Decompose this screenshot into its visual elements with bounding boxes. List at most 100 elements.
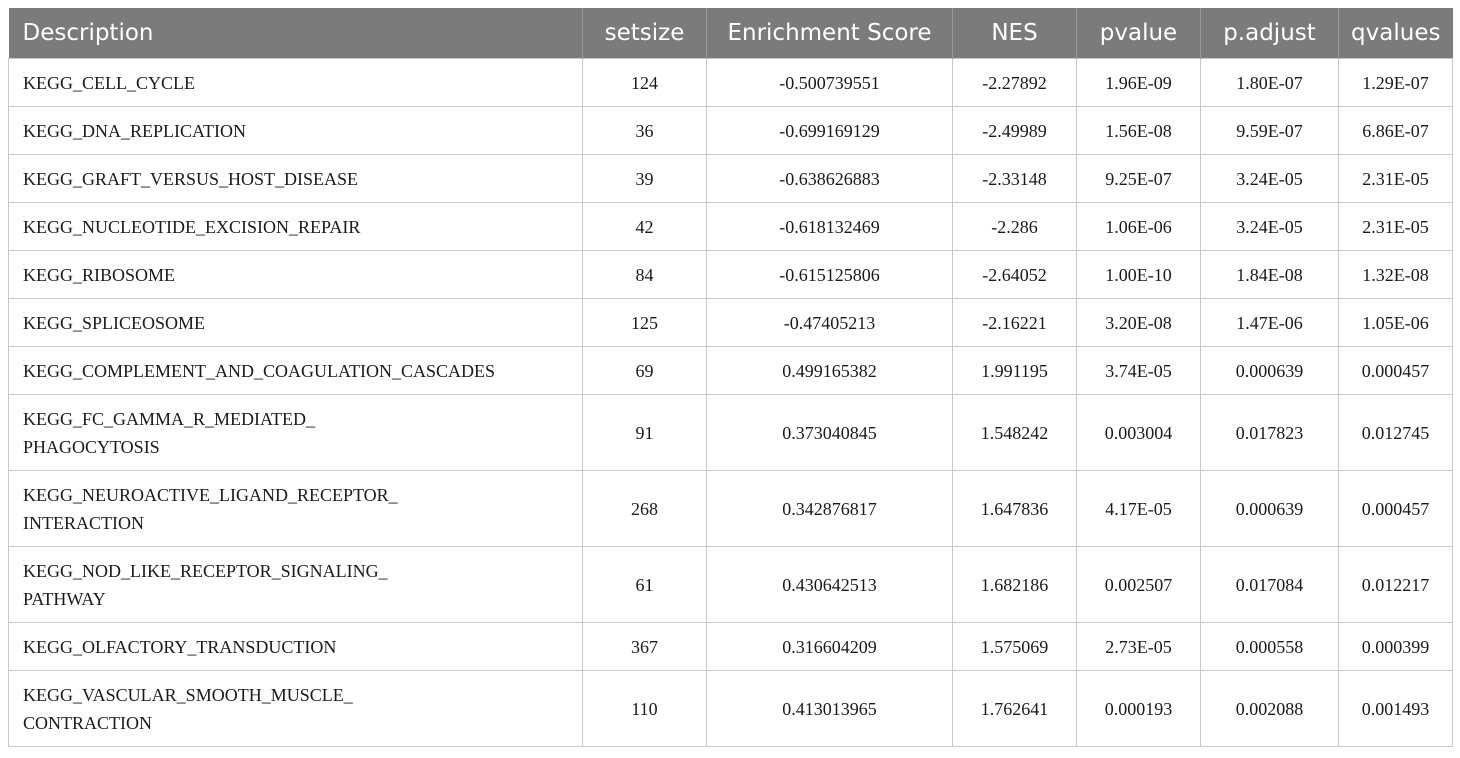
description-cell: KEGG_NOD_LIKE_RECEPTOR_SIGNALING_ PATHWAY — [8, 546, 583, 623]
value-cell: 42 — [582, 202, 707, 251]
enrichment-table: Description setsize Enrichment Score NES pva… — [8, 8, 1453, 747]
description-text: KEGG_DNA_REPLICATION — [23, 120, 246, 141]
description-cell: KEGG_GRAFT_VERSUS_HOST_DISEASE — [8, 154, 583, 203]
description-cell: KEGG_RIBOSOME — [8, 250, 583, 299]
value-cell: 91 — [582, 394, 707, 471]
description-cell: KEGG_NUCLEOTIDE_EXCISION_REPAIR — [8, 202, 583, 251]
value-cell: 84 — [582, 250, 707, 299]
value-cell: 0.499165382 — [706, 346, 953, 395]
column-header: pvalue — [1076, 8, 1201, 59]
value-cell: 0.000457 — [1338, 346, 1453, 395]
table-row: KEGG_SPLICEOSOME 125 -0.47405213 -2.16221 3.… — [8, 298, 1453, 347]
table-row: KEGG_COMPLEMENT_AND_COAGULATION_CASCADES… — [8, 346, 1453, 395]
table-row: KEGG_NUCLEOTIDE_EXCISION_REPAIR 42 -0.6181… — [8, 202, 1453, 251]
value-cell: 1.647836 — [952, 470, 1077, 547]
value-cell: 1.56E-08 — [1076, 106, 1201, 155]
value-cell: 0.002088 — [1200, 670, 1339, 747]
value-cell: 1.32E-08 — [1338, 250, 1453, 299]
value-cell: 3.24E-05 — [1200, 202, 1339, 251]
table-row: KEGG_VASCULAR_SMOOTH_MUSCLE_ CONTRACTION 1… — [8, 670, 1453, 747]
value-cell: -0.618132469 — [706, 202, 953, 251]
value-cell: 1.80E-07 — [1200, 58, 1339, 107]
description-text: KEGG_GRAFT_VERSUS_HOST_DISEASE — [23, 168, 359, 189]
value-cell: 0.000639 — [1200, 470, 1339, 547]
column-header: NES — [952, 8, 1077, 59]
description-text: KEGG_SPLICEOSOME — [23, 312, 206, 333]
description-text: PHAGOCYTOSIS — [23, 436, 160, 457]
column-header: Enrichment Score — [706, 8, 953, 59]
value-cell: 1.682186 — [952, 546, 1077, 623]
description-text: KEGG_NEUROACTIVE_LIGAND_RECEPTOR_ — [23, 484, 398, 505]
value-cell: 4.17E-05 — [1076, 470, 1201, 547]
description-text: KEGG_COMPLEMENT_AND_COAGULATION_CASCADES — [23, 360, 496, 381]
value-cell: 0.316604209 — [706, 622, 953, 671]
value-cell: 36 — [582, 106, 707, 155]
description-text: KEGG_VASCULAR_SMOOTH_MUSCLE_ — [23, 684, 353, 705]
value-cell: 110 — [582, 670, 707, 747]
column-header: p.adjust — [1200, 8, 1339, 59]
description-cell: KEGG_NEUROACTIVE_LIGAND_RECEPTOR_ INTERAC… — [8, 470, 583, 547]
value-cell: -0.47405213 — [706, 298, 953, 347]
description-cell: KEGG_COMPLEMENT_AND_COAGULATION_CASCADES — [8, 346, 583, 395]
value-cell: 0.430642513 — [706, 546, 953, 623]
value-cell: 1.47E-06 — [1200, 298, 1339, 347]
value-cell: 2.31E-05 — [1338, 202, 1453, 251]
description-cell: KEGG_SPLICEOSOME — [8, 298, 583, 347]
value-cell: 39 — [582, 154, 707, 203]
value-cell: 0.003004 — [1076, 394, 1201, 471]
value-cell: 2.31E-05 — [1338, 154, 1453, 203]
table-row: KEGG_GRAFT_VERSUS_HOST_DISEASE 39 -0.63862… — [8, 154, 1453, 203]
value-cell: 0.017084 — [1200, 546, 1339, 623]
table-row: KEGG_CELL_CYCLE 124 -0.500739551 -2.27892 1.… — [8, 58, 1453, 107]
description-text: KEGG_NUCLEOTIDE_EXCISION_REPAIR — [23, 216, 361, 237]
value-cell: -2.286 — [952, 202, 1077, 251]
value-cell: 0.000193 — [1076, 670, 1201, 747]
value-cell: -0.699169129 — [706, 106, 953, 155]
value-cell: -2.49989 — [952, 106, 1077, 155]
description-cell: KEGG_FC_GAMMA_R_MEDIATED_ PHAGOCYTOSIS — [8, 394, 583, 471]
value-cell: 0.342876817 — [706, 470, 953, 547]
value-cell: 1.06E-06 — [1076, 202, 1201, 251]
value-cell: 1.84E-08 — [1200, 250, 1339, 299]
value-cell: 9.59E-07 — [1200, 106, 1339, 155]
value-cell: 124 — [582, 58, 707, 107]
value-cell: -2.27892 — [952, 58, 1077, 107]
value-cell: -0.500739551 — [706, 58, 953, 107]
value-cell: 69 — [582, 346, 707, 395]
value-cell: 0.001493 — [1338, 670, 1453, 747]
value-cell: 9.25E-07 — [1076, 154, 1201, 203]
value-cell: 367 — [582, 622, 707, 671]
description-cell: KEGG_VASCULAR_SMOOTH_MUSCLE_ CONTRACTION — [8, 670, 583, 747]
value-cell: 61 — [582, 546, 707, 623]
value-cell: -2.33148 — [952, 154, 1077, 203]
value-cell: 1.00E-10 — [1076, 250, 1201, 299]
description-text: INTERACTION — [23, 512, 144, 533]
value-cell: 0.000399 — [1338, 622, 1453, 671]
value-cell: 6.86E-07 — [1338, 106, 1453, 155]
value-cell: 1.96E-09 — [1076, 58, 1201, 107]
value-cell: 0.413013965 — [706, 670, 953, 747]
value-cell: 125 — [582, 298, 707, 347]
table-row: KEGG_DNA_REPLICATION 36 -0.699169129 -2.499… — [8, 106, 1453, 155]
value-cell: 0.012217 — [1338, 546, 1453, 623]
table-row: KEGG_OLFACTORY_TRANSDUCTION 367 0.31660420… — [8, 622, 1453, 671]
value-cell: 1.29E-07 — [1338, 58, 1453, 107]
value-cell: 0.373040845 — [706, 394, 953, 471]
header-row: Description setsize Enrichment Score NES pva… — [8, 8, 1453, 59]
value-cell: 0.000457 — [1338, 470, 1453, 547]
table-row: KEGG_RIBOSOME 84 -0.615125806 -2.64052 1.00E… — [8, 250, 1453, 299]
value-cell: 0.012745 — [1338, 394, 1453, 471]
value-cell: 1.575069 — [952, 622, 1077, 671]
value-cell: 1.762641 — [952, 670, 1077, 747]
value-cell: 1.05E-06 — [1338, 298, 1453, 347]
value-cell: 0.017823 — [1200, 394, 1339, 471]
value-cell: 0.000639 — [1200, 346, 1339, 395]
column-header: Description — [8, 8, 583, 59]
table-row: KEGG_NOD_LIKE_RECEPTOR_SIGNALING_ PATHWAY… — [8, 546, 1453, 623]
column-header: qvalues — [1338, 8, 1453, 59]
value-cell: 0.002507 — [1076, 546, 1201, 623]
description-text: PATHWAY — [23, 588, 106, 609]
description-text: KEGG_FC_GAMMA_R_MEDIATED_ — [23, 408, 316, 429]
table-row: KEGG_FC_GAMMA_R_MEDIATED_ PHAGOCYTOSIS 91 0… — [8, 394, 1453, 471]
value-cell: 2.73E-05 — [1076, 622, 1201, 671]
